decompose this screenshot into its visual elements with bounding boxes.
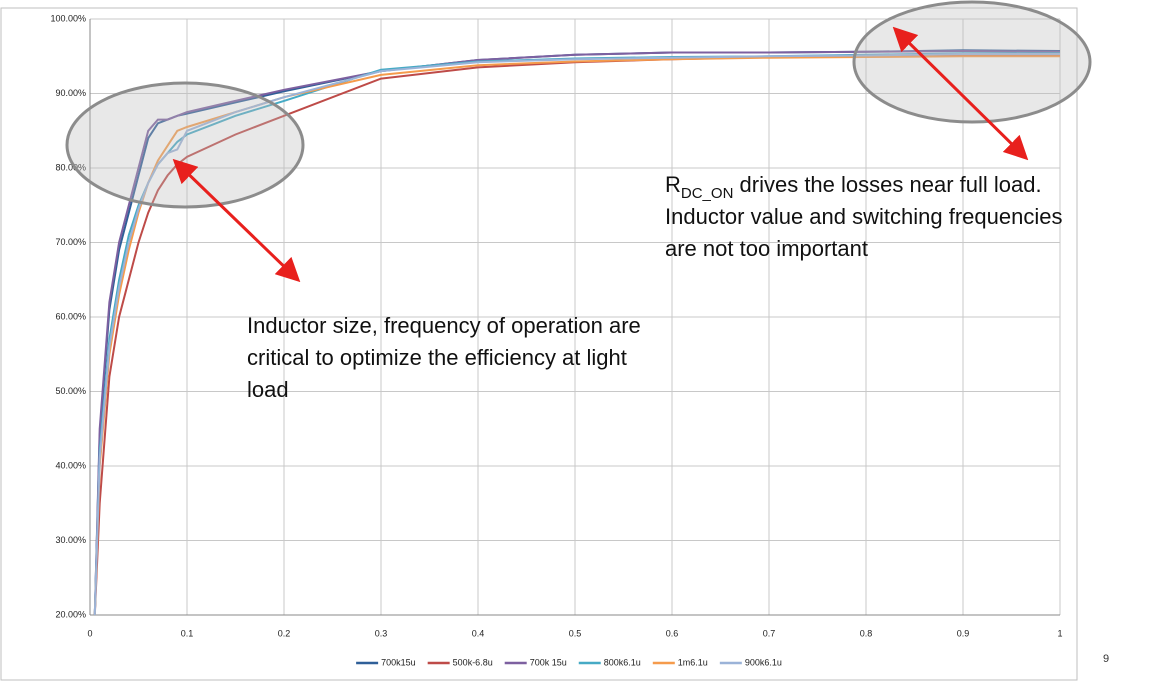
series-line [93,49,1061,616]
x-tick-label: 0.8 [860,628,873,638]
plot-area: 20.00% 30.00% 40.00% 50.00% 60.00% 70.00% 80.0… [50,13,1062,638]
annotation: load [247,377,289,402]
x-tick-label: 0.2 [278,628,291,638]
y-tick-label: 80.00% [55,162,86,172]
y-tick-label: 40.00% [55,460,86,470]
y-tick-label: 60.00% [55,311,86,321]
x-tick-label: 0.9 [957,628,970,638]
legend-label: 900k6.1u [745,657,782,667]
annotation: Inductor value and switching frequencies [665,204,1062,229]
x-tick-label: 0.7 [763,628,776,638]
legend: 700k15u 500k-6.8u 700k 15u 800k6.1u 1m6.1u 90… [356,657,782,667]
series-line [93,53,1060,616]
annotation-text: drives the losses near full load. [733,172,1041,197]
y-tick-label: 70.00% [55,237,86,247]
legend-label: 800k6.1u [604,657,641,667]
arrow [892,26,1029,161]
y-tick-label: 100.00% [50,13,86,23]
annotation: Inductor size, frequency of operation ar… [247,313,641,338]
arrow [172,158,301,283]
x-tick-label: 1 [1057,628,1062,638]
annotation: are not too important [665,236,868,261]
highlight-ellipse [65,81,305,209]
y-tick-label: 50.00% [55,386,86,396]
legend-label: 700k15u [381,657,416,667]
x-tick-label: 0.3 [375,628,388,638]
y-tick-label: 30.00% [55,535,86,545]
x-tick-label: 0.6 [666,628,679,638]
legend-label: 700k 15u [530,657,567,667]
page-number: 9 [1103,653,1109,665]
x-tick-label: 0.4 [472,628,485,638]
annotation-subscript: DC_ON [681,185,734,202]
annotation: RDC_ON drives the losses near full load. [665,172,1042,202]
annotation: critical to optimize the efficiency at l… [247,345,627,370]
chart-frame [0,7,1078,681]
annotation-symbol: R [665,172,681,197]
legend-label: 500k-6.8u [453,657,493,667]
series-line [93,55,1060,616]
x-tick-label: 0.5 [569,628,582,638]
legend-label: 1m6.1u [678,657,708,667]
x-tick-label: 0.1 [181,628,194,638]
x-tick-label: 0 [87,628,92,638]
y-tick-label: 90.00% [55,88,86,98]
y-tick-label: 20.00% [55,609,86,619]
